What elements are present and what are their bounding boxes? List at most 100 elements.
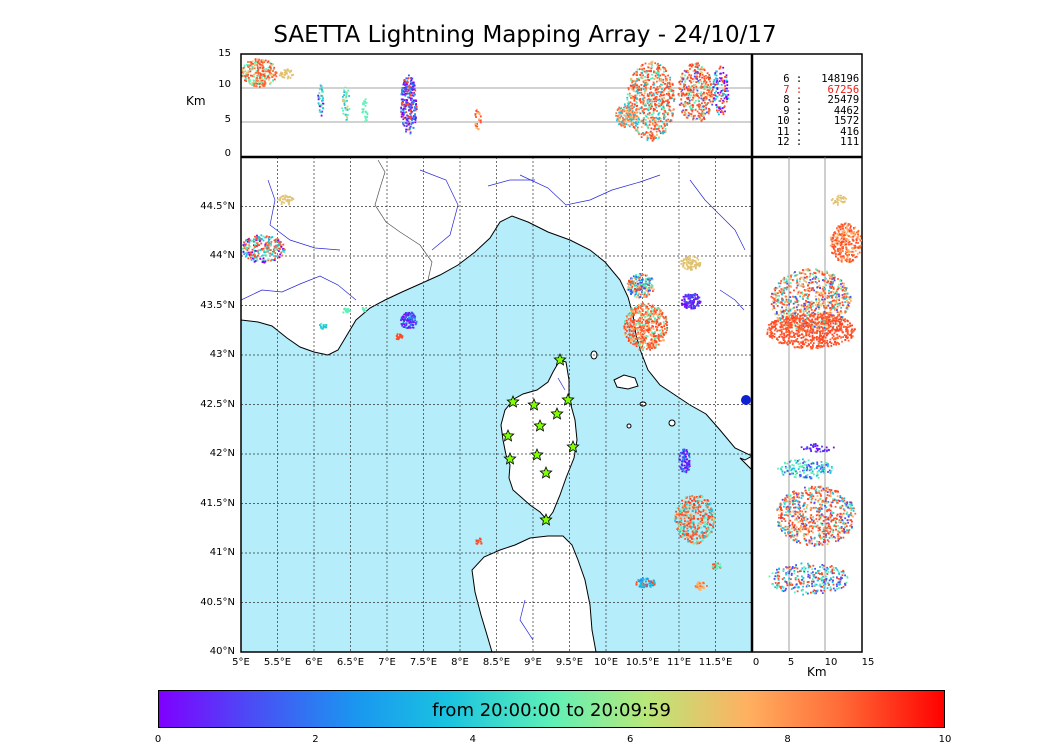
lightning-source (659, 100, 662, 102)
lightning-source (687, 297, 690, 300)
lightning-source (628, 102, 631, 105)
lightning-source (642, 119, 645, 122)
map-panel[interactable] (241, 157, 752, 652)
lightning-source (679, 523, 682, 526)
lightning-source (260, 238, 263, 240)
lightning-source (693, 498, 696, 501)
lightning-source (411, 77, 414, 80)
lightning-source (625, 107, 628, 109)
lightning-source (262, 239, 265, 242)
lightning-source (628, 333, 631, 336)
lightning-source (856, 237, 859, 240)
lightning-source (663, 109, 666, 112)
lightning-source (402, 104, 405, 106)
lightning-source (667, 112, 669, 114)
country-border (374, 159, 433, 281)
lightning-source (654, 98, 657, 100)
lightning-source (700, 517, 702, 520)
lightning-source (242, 247, 244, 250)
lightning-source (268, 78, 270, 81)
lightning-source (264, 77, 266, 79)
lightning-source (653, 100, 656, 103)
lightning-source (404, 79, 406, 81)
lightning-source (641, 325, 644, 327)
lightning-source (722, 111, 724, 114)
lightning-source (254, 243, 256, 246)
lightning-source (320, 111, 323, 113)
lightning-source (639, 283, 641, 286)
lightning-source (685, 505, 688, 507)
lightning-source (821, 272, 824, 275)
lightning-source (651, 322, 653, 324)
lightning-source (625, 123, 628, 125)
lightning-source (267, 60, 270, 63)
lightning-source (823, 279, 825, 281)
lightning-source (278, 242, 280, 245)
lightning-source (345, 115, 348, 118)
lightning-source (634, 308, 637, 311)
lightning-source (724, 110, 726, 113)
lightning-source (663, 323, 666, 326)
lightning-source (346, 116, 349, 119)
lightning-source (836, 293, 838, 296)
lightning-source (414, 121, 417, 124)
lightning-source (650, 137, 652, 140)
lightning-source (699, 511, 702, 513)
lightning-source (657, 315, 660, 317)
lightning-source (654, 89, 657, 92)
station-star-icon (566, 439, 580, 453)
lightning-source (688, 64, 691, 67)
lightning-source (258, 61, 261, 64)
lightning-source (243, 247, 246, 249)
lightning-source (684, 520, 686, 522)
lightning-source (405, 111, 408, 113)
lightning-source (840, 245, 843, 248)
lightning-source (692, 529, 695, 531)
lightning-source (252, 258, 255, 261)
lightning-source (632, 332, 635, 335)
lightning-source (693, 497, 696, 499)
lightning-source (477, 128, 480, 131)
lightning-source (362, 307, 364, 310)
lightning-source (703, 517, 705, 520)
lightning-source (708, 532, 711, 534)
lightning-source (364, 115, 366, 118)
lightning-source (851, 254, 853, 256)
lightning-source (780, 280, 783, 282)
lightning-source (650, 339, 653, 341)
lightning-source (815, 299, 818, 302)
lightning-source (261, 64, 264, 67)
lightning-source (690, 104, 692, 107)
lightning-source (682, 514, 685, 517)
lightning-source (829, 285, 831, 288)
lightning-source (697, 518, 700, 520)
lightning-source (617, 116, 620, 119)
lightning-source (835, 290, 838, 293)
lightning-source (841, 250, 844, 252)
lightning-source (348, 95, 351, 97)
altitude-latitude-panel[interactable] (766, 157, 862, 652)
lightning-source (708, 503, 710, 506)
lightning-source (642, 584, 645, 587)
lightning-source (682, 526, 685, 528)
lightning-source (646, 274, 648, 277)
lightning-source (279, 73, 282, 76)
lightning-source (814, 280, 817, 283)
lightning-source (704, 523, 707, 526)
lightning-source (699, 104, 702, 107)
lightning-source (698, 542, 701, 545)
lightning-source (283, 249, 286, 251)
lightning-source (806, 275, 808, 278)
lightning-source (636, 126, 639, 129)
lightning-source (706, 506, 709, 509)
lightning-source (781, 293, 784, 296)
lightning-source (851, 250, 854, 253)
altitude-longitude-panel[interactable] (240, 54, 752, 157)
lightning-source (701, 584, 704, 587)
lightning-source (647, 292, 649, 295)
lightning-source (806, 268, 809, 270)
lightning-source (634, 94, 637, 97)
lightning-source (401, 103, 403, 106)
lightning-source (687, 85, 690, 88)
lightning-source (649, 582, 652, 585)
